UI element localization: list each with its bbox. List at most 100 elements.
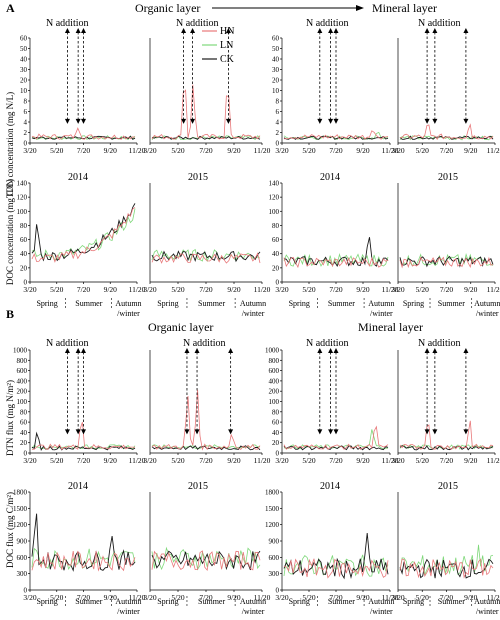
a-bot-2-xtick-label: 5/20 [302,285,316,294]
b-min-2014-n-addition-arrowhead-up [333,348,339,353]
a-bot-2-season-spring: Spring [289,299,310,308]
b-bot-1-xtick-label: 9/20 [227,593,241,602]
a-min-2015-n-addition-arrowhead-down [432,118,438,124]
a-bot-2-ytick-label: 120 [269,194,280,202]
b-top-0-xtick-label: 5/20 [50,456,64,465]
panel-a-mineral-title: Mineral layer [372,1,437,15]
a-bot-2-xtick-label: 3/20 [275,285,289,294]
a-bot-2-season-winter: /winter [370,309,393,318]
a-bot-2-ytick-label: 40 [272,250,280,258]
panel-b-organic-title: Organic layer [148,320,213,334]
b-org-2014-n-addition-arrowhead-down [64,429,70,435]
a-bot-1-series-hn [151,252,261,264]
a-min-2014-n-addition-arrowhead-down [328,118,334,124]
a-bot-1-xtick-label: 11/20 [254,285,271,294]
b-top-2-xtick-label: 11/20 [382,456,399,465]
a-bot-2-season-autumn: Autumn [368,299,394,308]
b-bot-3-xtick-label: 7/20 [440,593,454,602]
b-top-2-series-hn [283,425,389,450]
b-top-3-xtick-label: 9/20 [464,456,478,465]
b-top-0-ytick-label: 1000 [13,347,28,355]
a-bot-2-ytick-label: 20 [272,264,280,272]
b-bot-0-ytick-label: 600 [17,554,28,562]
b-bot-0-xtick-label: 9/20 [104,593,118,602]
a-bot-2-xtick-label: 11/20 [382,285,399,294]
a-bot-3-series-hn [399,256,494,269]
b-bot-2-season-winter: /winter [370,607,393,616]
b-top-1-xtick-label: 3/20 [143,456,157,465]
b-top-0-xtick-label: 11/20 [129,456,146,465]
a-bot-2-series-ck [283,237,389,268]
a-org-2015-n-addition-arrowhead-up [225,28,231,33]
a-org-2015-n-addition-arrowhead-up [190,28,196,33]
b-top-0-ytick-label: 0 [24,450,28,458]
a-top-2-xtick-label: 9/20 [356,146,370,155]
a-bot-0-ytick-label: 60 [20,236,28,244]
b-top-1-xtick-label: 9/20 [227,456,241,465]
panel-a-organic-title: Organic layer [135,1,200,15]
a-top-2-ytick-label: 10 [272,87,280,95]
b-top-2-ytick-label: 40 [272,429,280,437]
a-org-2015-n-addition-arrowhead-up [181,28,187,33]
b-org-2014-n-addition-arrowhead-up [64,348,70,353]
b-top-0-ytick-label: 600 [17,367,28,375]
b-top-2-xtick-label: 9/20 [356,456,370,465]
b-bot-2-series-hn [283,558,389,579]
b-min-2014-n-addition-arrowhead-up [317,348,323,353]
a-top-2-ytick-label: 8 [276,98,280,106]
a-top-0-ytick-label: 50 [20,45,28,53]
b-top-0-ytick-label: 80 [20,408,28,416]
a-top-1-xtick-label: 11/20 [254,146,271,155]
b-top-1-xtick-label: 11/20 [254,456,271,465]
a-bot-1-season-spring: Spring [157,299,178,308]
a-bot-3-season-spring: Spring [403,299,424,308]
a-top-0-ytick-label: 6 [24,108,28,116]
b-top-2-xtick-label: 3/20 [275,456,289,465]
a-bot-2-xtick-label: 9/20 [356,285,370,294]
b-bot-0-xtick-label: 3/20 [23,593,37,602]
b-top-0-series-hn [31,421,136,451]
b-top-2-ytick-label: 80 [272,408,280,416]
b-bot-2-ytick-label: 600 [269,554,280,562]
b-org-2015-n-addition-arrowhead-down [228,429,234,435]
a-top-0-series-hn [31,127,136,140]
a-top-2-xtick-label: 7/20 [329,146,343,155]
b-top-0-ytick-label: 60 [20,419,28,427]
a-bot-0-xtick-label: 5/20 [50,285,64,294]
b-bot-3-xtick-label: 9/20 [464,593,478,602]
b-bot-0-ytick-label: 1200 [13,521,28,529]
a-top-2-ytick-label: 0 [276,140,280,148]
b-org-2014-n-addition-arrowhead-up [75,348,81,353]
a-top-0-ytick-label: 40 [20,56,28,64]
b-top-2-ytick-label: 400 [269,377,280,385]
b-bot-0-season-autumn: Autumn [115,597,141,606]
a-bot-2-ytick-label: 60 [272,236,280,244]
a-ylabel-bottom: DOC concentration (mg C/L) [5,179,15,285]
a-min-2014-n-addition-arrowhead-up [317,28,323,33]
b-ylabel-bottom: DOC flux (mg C/m²) [5,492,15,568]
a-bot-2-series-ln [283,253,389,268]
a-top-2-xtick-label: 11/20 [382,146,399,155]
b-org-2014-n-addition-arrowhead-up [81,348,86,353]
b-org-2014-n-addition-arrowhead-down [75,429,81,435]
a-bot-3-xtick-label: 3/20 [391,285,405,294]
a-top-3-xtick-label: 5/20 [416,146,430,155]
a-top-1-series-hn [151,84,261,140]
a-bot-0-xtick-label: 11/20 [129,285,146,294]
a-top-3-xtick-label: 3/20 [391,146,405,155]
a-bot-1-xtick-label: 7/20 [199,285,213,294]
b-bot-1-series-hn [151,550,261,572]
a-bot-1-xtick-label: 5/20 [171,285,185,294]
a-mineral-2015-n-addition: N addition [418,18,461,29]
a-top-3-series-hn [400,123,494,140]
a-ylabel-top: TDN concentration (mg N/L) [5,92,15,198]
b-bot-0-ytick-label: 1800 [13,489,28,497]
a-org-2014-n-addition-arrowhead-down [64,118,70,124]
b-mineral-2014-n-addition: N addition [306,338,349,349]
b-bot-2-ytick-label: 0 [276,587,280,595]
b-org-2015-n-addition-arrowhead-down [194,429,200,435]
a-bot-1-season-autumn: Autumn [240,299,266,308]
b-bot-3-xtick-label: 5/20 [416,593,430,602]
